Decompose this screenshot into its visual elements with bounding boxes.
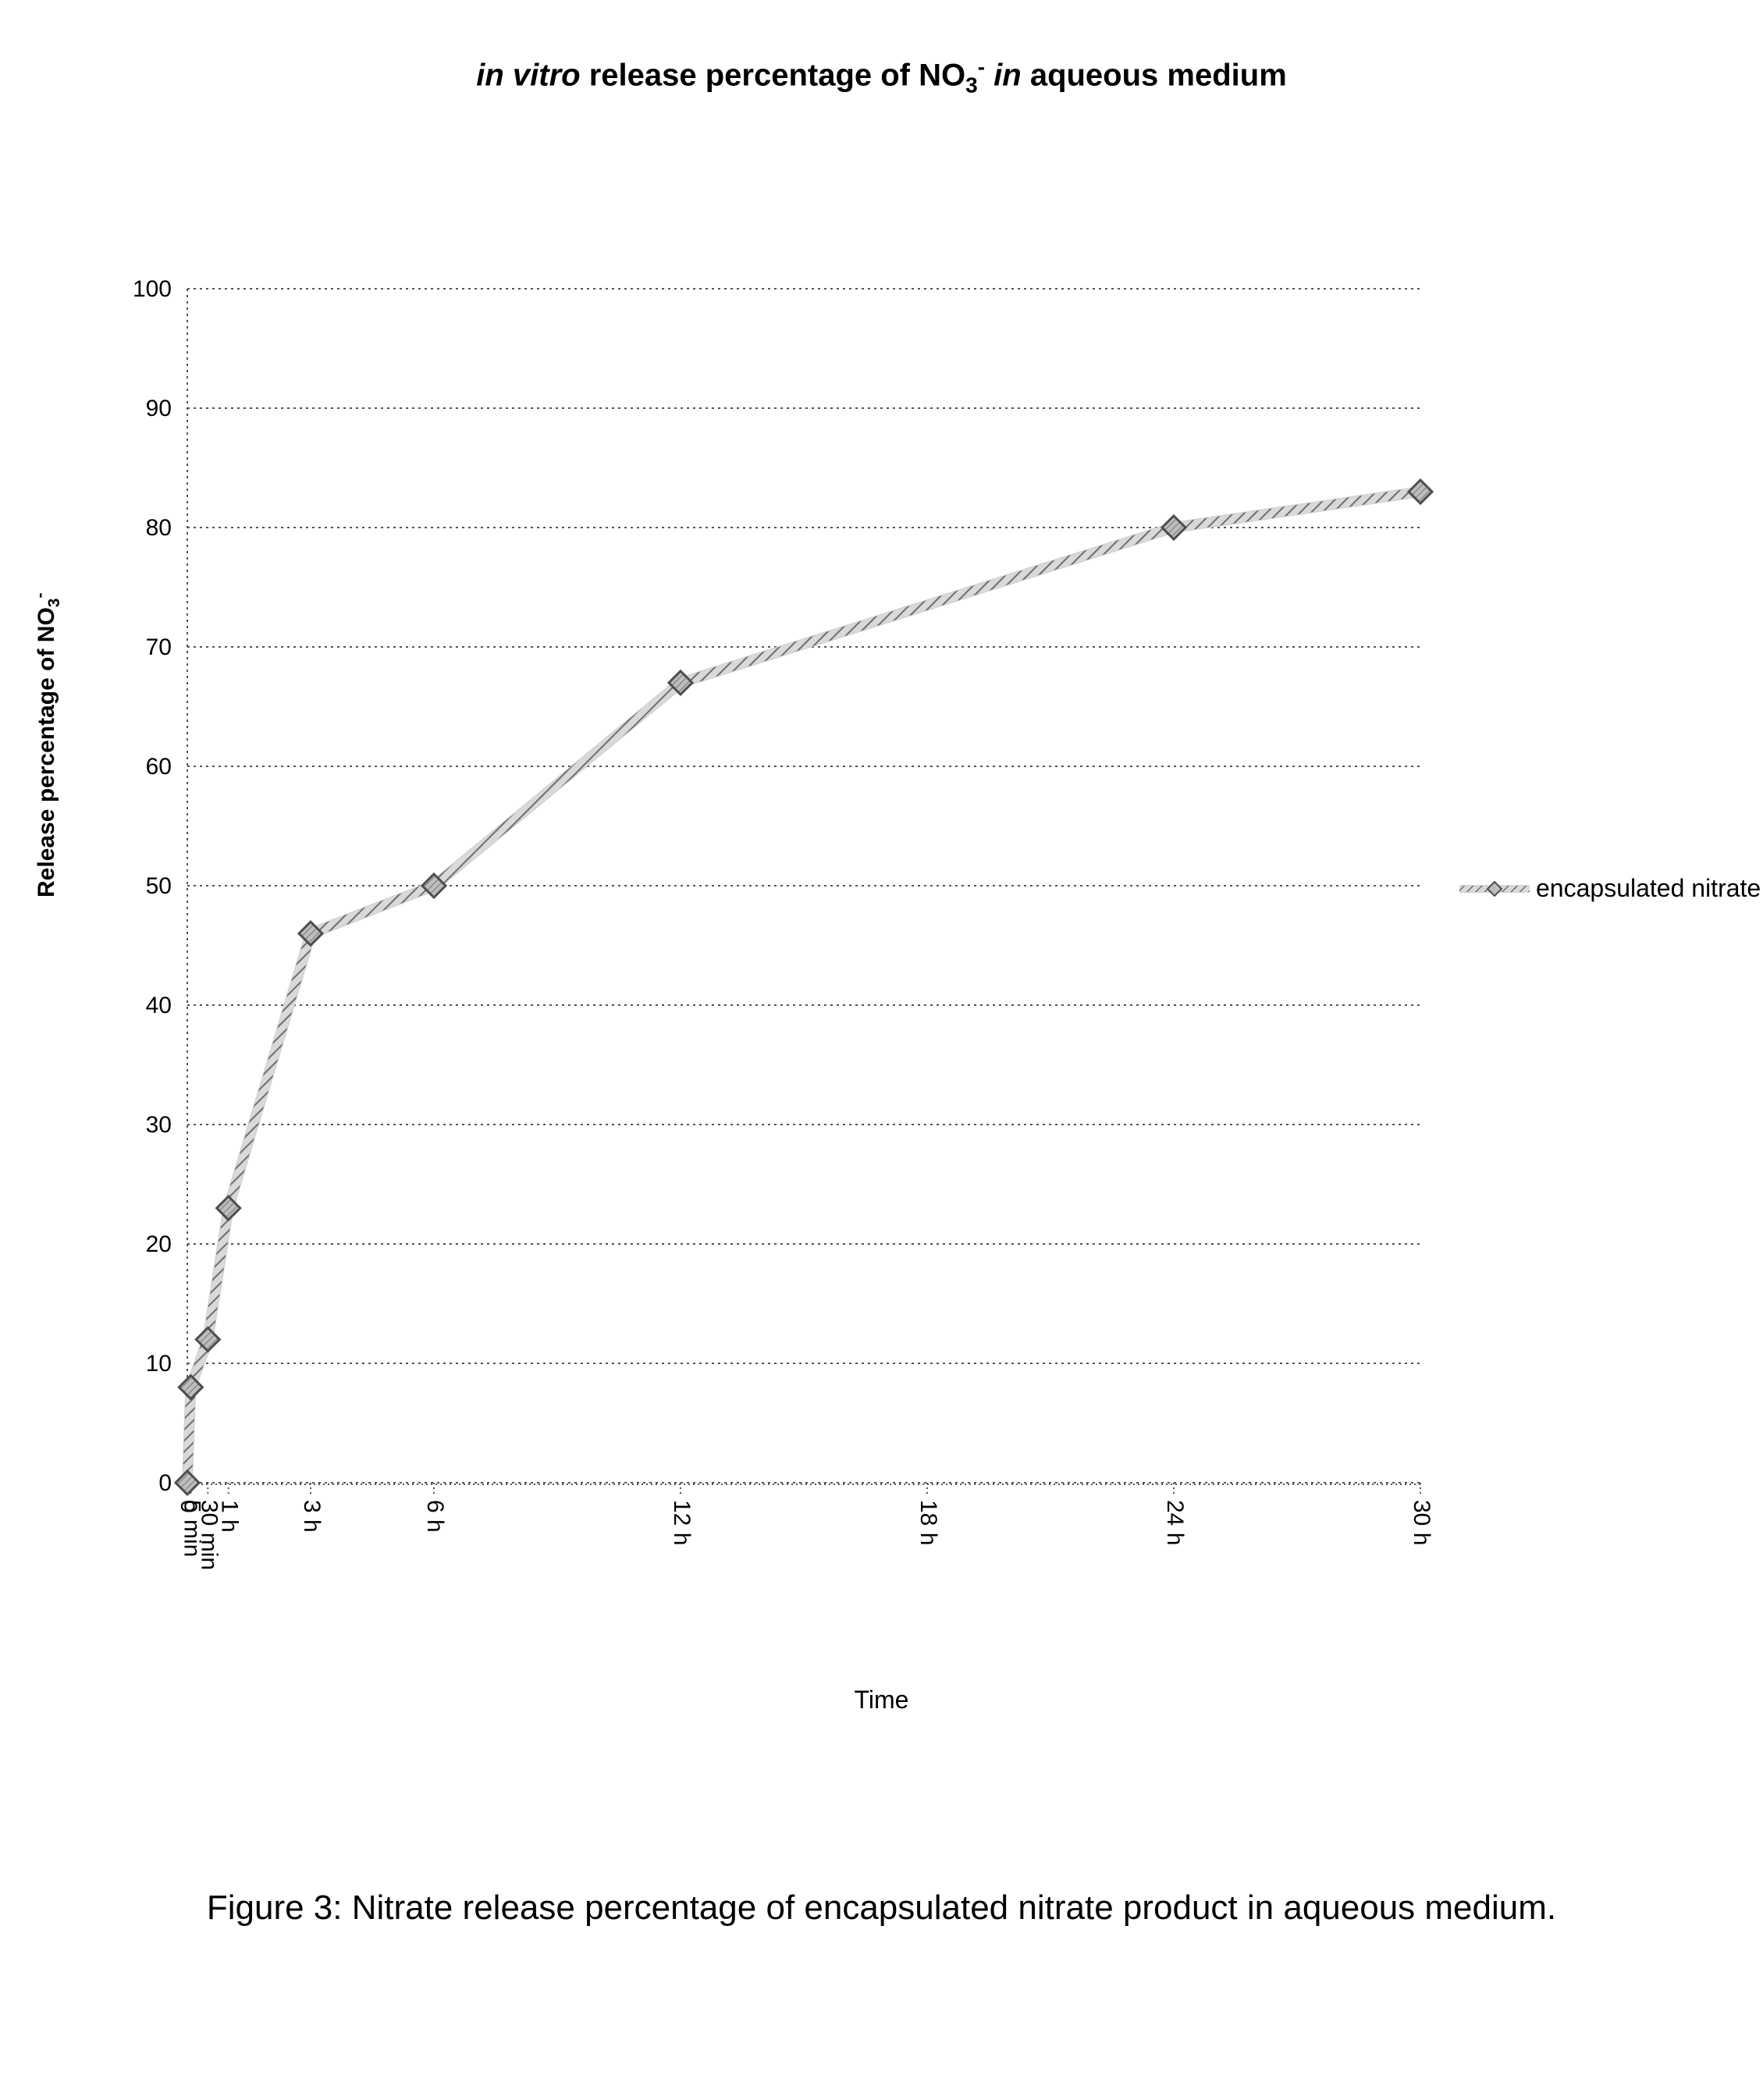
y-tick-label: 10 xyxy=(146,1351,172,1377)
x-tick-label: 3 h xyxy=(299,1500,325,1533)
chart-title: in vitro release percentage of NO3- in a… xyxy=(0,55,1763,98)
x-tick-label-group: 3 h xyxy=(299,1500,325,1533)
y-tick-label: 70 xyxy=(146,634,172,660)
y-tick-label: 90 xyxy=(146,396,172,421)
x-tick-label: 24 h xyxy=(1162,1500,1188,1545)
y-tick-label: 20 xyxy=(146,1231,172,1257)
x-tick-label: 18 h xyxy=(915,1500,941,1545)
x-tick-label-group: 18 h xyxy=(915,1500,941,1545)
data-marker xyxy=(1409,480,1432,503)
y-tick-label: 0 xyxy=(158,1470,172,1496)
page: in vitro release percentage of NO3- in a… xyxy=(0,0,1763,2100)
figure-caption: Figure 3: Nitrate release percentage of … xyxy=(0,1889,1763,1928)
legend-label: encapsulated nitrate xyxy=(1536,874,1761,903)
x-tick-label: 1 h xyxy=(217,1500,243,1533)
x-tick-label-group: 30 h xyxy=(1409,1500,1434,1545)
data-marker xyxy=(176,1471,199,1494)
x-axis-label: Time xyxy=(0,1686,1763,1714)
x-tick-label-group: 24 h xyxy=(1162,1500,1188,1545)
y-tick-label: 80 xyxy=(146,515,172,541)
y-tick-label: 40 xyxy=(146,993,172,1018)
legend-swatch-svg xyxy=(1459,881,1530,897)
y-tick-label: 50 xyxy=(146,873,172,899)
series-line xyxy=(187,492,1420,1483)
x-tick-label: 30 h xyxy=(1409,1500,1434,1545)
chart-legend: encapsulated nitrate xyxy=(1459,874,1761,903)
y-tick-label: 30 xyxy=(146,1112,172,1138)
x-tick-label-group: 6 h xyxy=(422,1500,448,1533)
data-marker xyxy=(217,1196,240,1220)
legend-swatch xyxy=(1459,881,1530,897)
x-tick-label-group: 1 h xyxy=(217,1500,243,1533)
y-axis-label: Release percentage of NO3- xyxy=(31,593,64,898)
x-tick-label: 6 h xyxy=(422,1500,448,1533)
x-tick-label-group: 12 h xyxy=(669,1500,695,1545)
y-tick-label: 100 xyxy=(133,276,172,302)
chart-plot-area: 010203040506070809010005 min30 min1 h3 h… xyxy=(187,289,1420,1483)
x-tick-label: 12 h xyxy=(669,1500,695,1545)
y-tick-label: 60 xyxy=(146,754,172,780)
